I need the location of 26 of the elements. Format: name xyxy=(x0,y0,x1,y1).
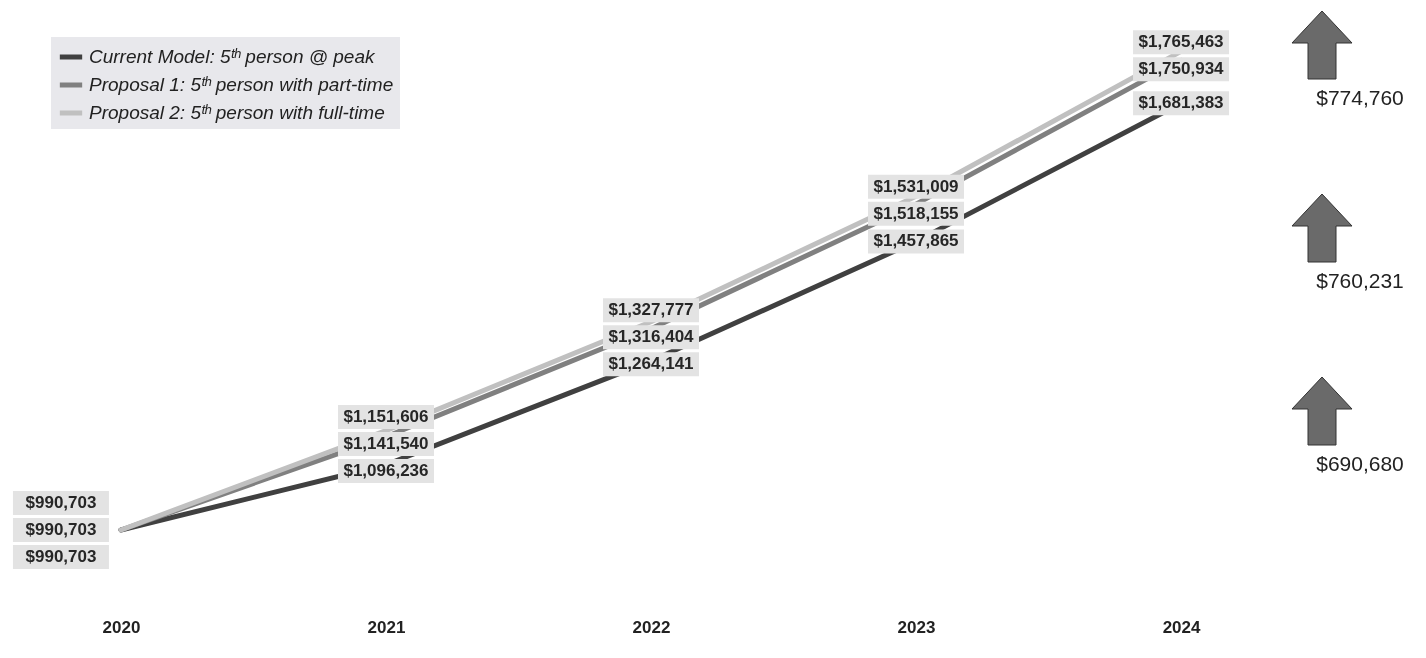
data-label: $1,316,404 xyxy=(608,327,695,347)
legend-label: Proposal 1: 5ᵗʰ person with part-time xyxy=(89,74,394,95)
data-label: $1,141,540 xyxy=(343,434,429,454)
text: $760,231 xyxy=(1316,268,1404,293)
data-label: $1,327,777 xyxy=(608,300,694,320)
data-label: $990,703 xyxy=(25,492,97,512)
data-label: $1,096,236 xyxy=(343,461,429,481)
data-label: $1,681,383 xyxy=(1138,93,1224,113)
legend-label: Current Model: 5ᵗʰ person @ peak xyxy=(89,46,376,67)
data-label: $990,703 xyxy=(25,519,97,539)
data-label: $990,703 xyxy=(25,546,97,566)
data-label: $1,151,606 xyxy=(343,407,429,427)
x-tick-label: 2024 xyxy=(1162,617,1201,637)
x-tick-label: 2021 xyxy=(367,617,406,637)
data-label: $1,264,141 xyxy=(608,354,694,374)
data-label: $1,750,934 xyxy=(1138,59,1225,79)
text: $774,760 xyxy=(1316,86,1404,110)
data-label: $1,518,155 xyxy=(873,203,959,223)
x-tick-label: 2020 xyxy=(102,617,141,637)
x-tick-label: 2023 xyxy=(897,617,936,637)
text: $690,680 xyxy=(1316,451,1404,476)
legend-label: Proposal 2: 5ᵗʰ person with full-time xyxy=(89,102,385,123)
data-label: $1,531,009 xyxy=(873,176,959,196)
data-label: $1,457,865 xyxy=(873,231,959,251)
data-label: $1,765,463 xyxy=(1138,32,1224,52)
x-tick-label: 2022 xyxy=(632,617,671,637)
